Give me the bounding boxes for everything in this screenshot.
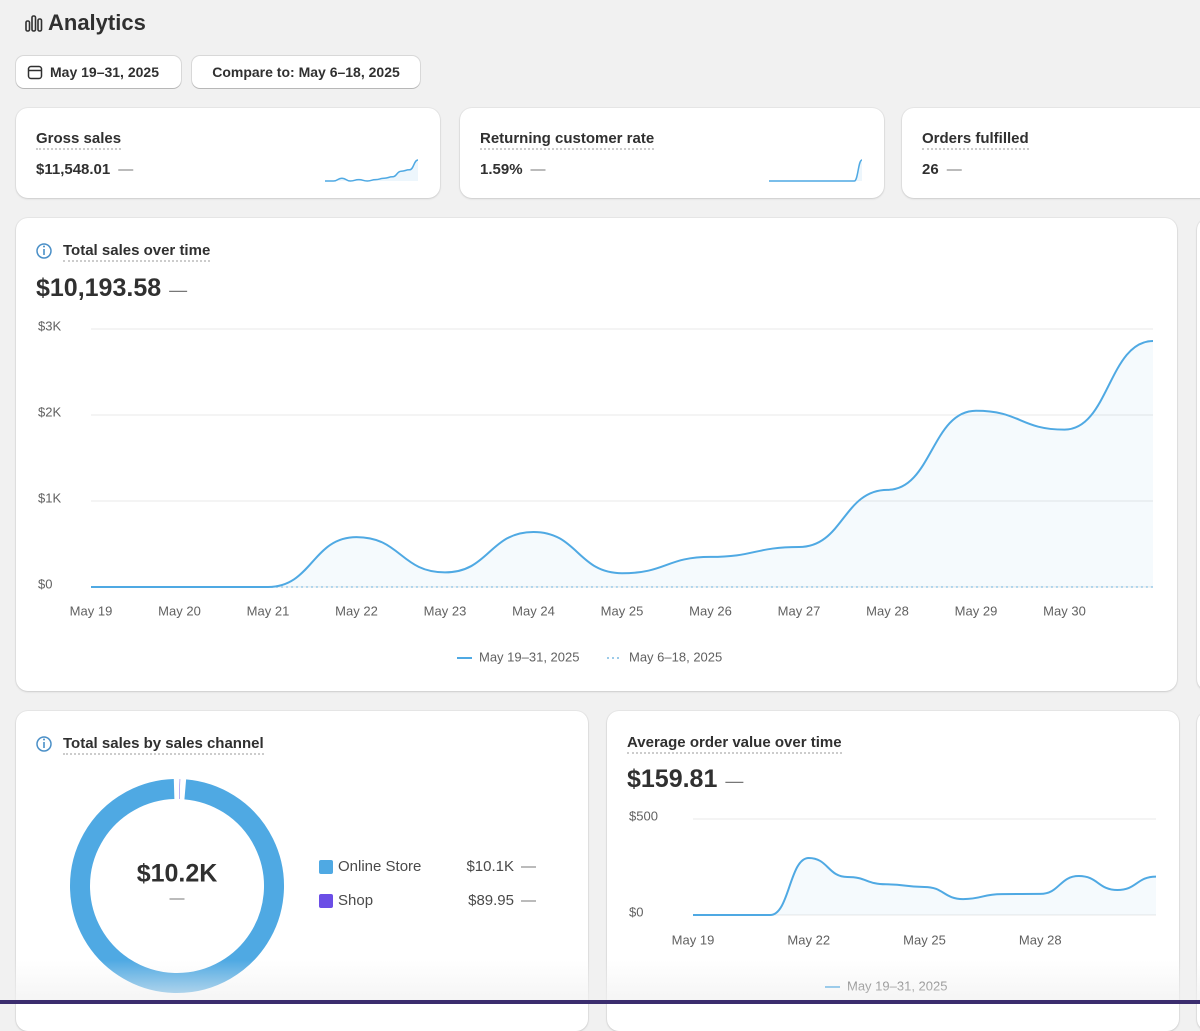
- x-tick-label: May 30: [1043, 603, 1086, 618]
- legend-label: May 19–31, 2025: [847, 978, 947, 993]
- x-tick-label: May 20: [158, 603, 201, 618]
- x-tick-label: May 19: [672, 932, 715, 947]
- x-tick-label: May 28: [866, 603, 909, 618]
- y-tick-label: $500: [629, 808, 658, 823]
- donut-total: $10.2K: [137, 860, 218, 888]
- legend-label: Shop: [338, 892, 373, 909]
- sparkline: [769, 160, 862, 181]
- info-icon: [37, 737, 51, 751]
- legend-value: $10.1K: [466, 858, 514, 875]
- legend-label: May 19–31, 2025: [479, 649, 579, 664]
- x-tick-label: May 25: [903, 932, 946, 947]
- x-tick-label: May 26: [689, 603, 732, 618]
- y-tick-label: $1K: [38, 490, 61, 505]
- x-tick-label: May 23: [424, 603, 467, 618]
- legend-change: —: [521, 892, 536, 909]
- legend-value: $89.95: [468, 892, 514, 909]
- page: Analytics May 19–31, 2025 Compare to: Ma…: [0, 0, 1200, 1004]
- legend-change: —: [521, 858, 536, 875]
- x-tick-label: May 29: [955, 603, 998, 618]
- legend-label: May 6–18, 2025: [629, 649, 722, 664]
- x-tick-label: May 21: [247, 603, 290, 618]
- x-tick-label: May 22: [335, 603, 378, 618]
- y-tick-label: $3K: [38, 318, 61, 333]
- x-tick-label: May 24: [512, 603, 555, 618]
- area: [91, 341, 1153, 587]
- x-tick-label: May 25: [601, 603, 644, 618]
- bottom-bar: [0, 1000, 1200, 1004]
- x-tick-label: May 19: [70, 603, 113, 618]
- legend-swatch: [319, 860, 333, 874]
- legend-label: Online Store: [338, 858, 421, 875]
- donut-change: —: [170, 890, 185, 907]
- x-tick-label: May 22: [787, 932, 830, 947]
- y-tick-label: $0: [629, 904, 643, 919]
- x-tick-label: May 28: [1019, 932, 1062, 947]
- x-tick-label: May 27: [778, 603, 821, 618]
- info-icon: [37, 244, 51, 258]
- y-tick-label: $2K: [38, 404, 61, 419]
- legend-swatch: [319, 894, 333, 908]
- y-tick-label: $0: [38, 576, 52, 591]
- sparkline-area: [769, 160, 862, 181]
- charts-layer: $0 $1K $2K $3K May 19 May 20 May 21 May 22 May 2…: [0, 0, 1200, 1004]
